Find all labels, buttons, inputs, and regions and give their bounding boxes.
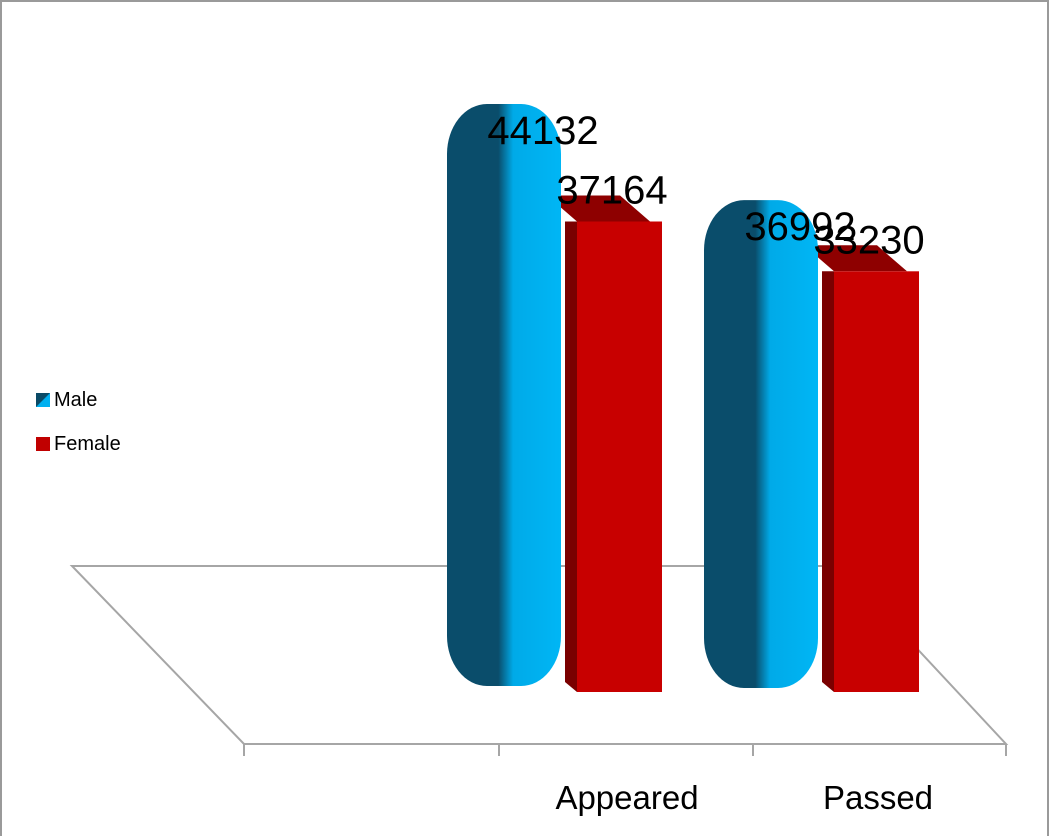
bar-female-side: [822, 271, 834, 692]
legend-label: Female: [54, 432, 121, 455]
bar-female-top: [547, 195, 650, 222]
bar-female-side: [565, 221, 577, 692]
bar-female: [577, 221, 662, 692]
bar-female: [834, 271, 919, 692]
legend-swatch-female: [36, 437, 50, 451]
data-label-female: 37164: [556, 168, 667, 212]
category-label: Appeared: [555, 779, 698, 816]
bar-male: [704, 200, 818, 688]
bar-female-top: [804, 245, 907, 272]
legend: Male Female: [36, 388, 121, 476]
category-label: Passed: [823, 779, 933, 816]
legend-item-male: Male: [36, 388, 121, 412]
data-label-male: 44132: [487, 109, 598, 153]
bar-male: [447, 104, 561, 686]
legend-swatch-male: [36, 393, 50, 407]
legend-item-female: Female: [36, 432, 121, 456]
data-label-female: 33230: [813, 218, 924, 262]
data-label-male: 36992: [744, 205, 855, 249]
legend-label: Male: [54, 388, 98, 411]
